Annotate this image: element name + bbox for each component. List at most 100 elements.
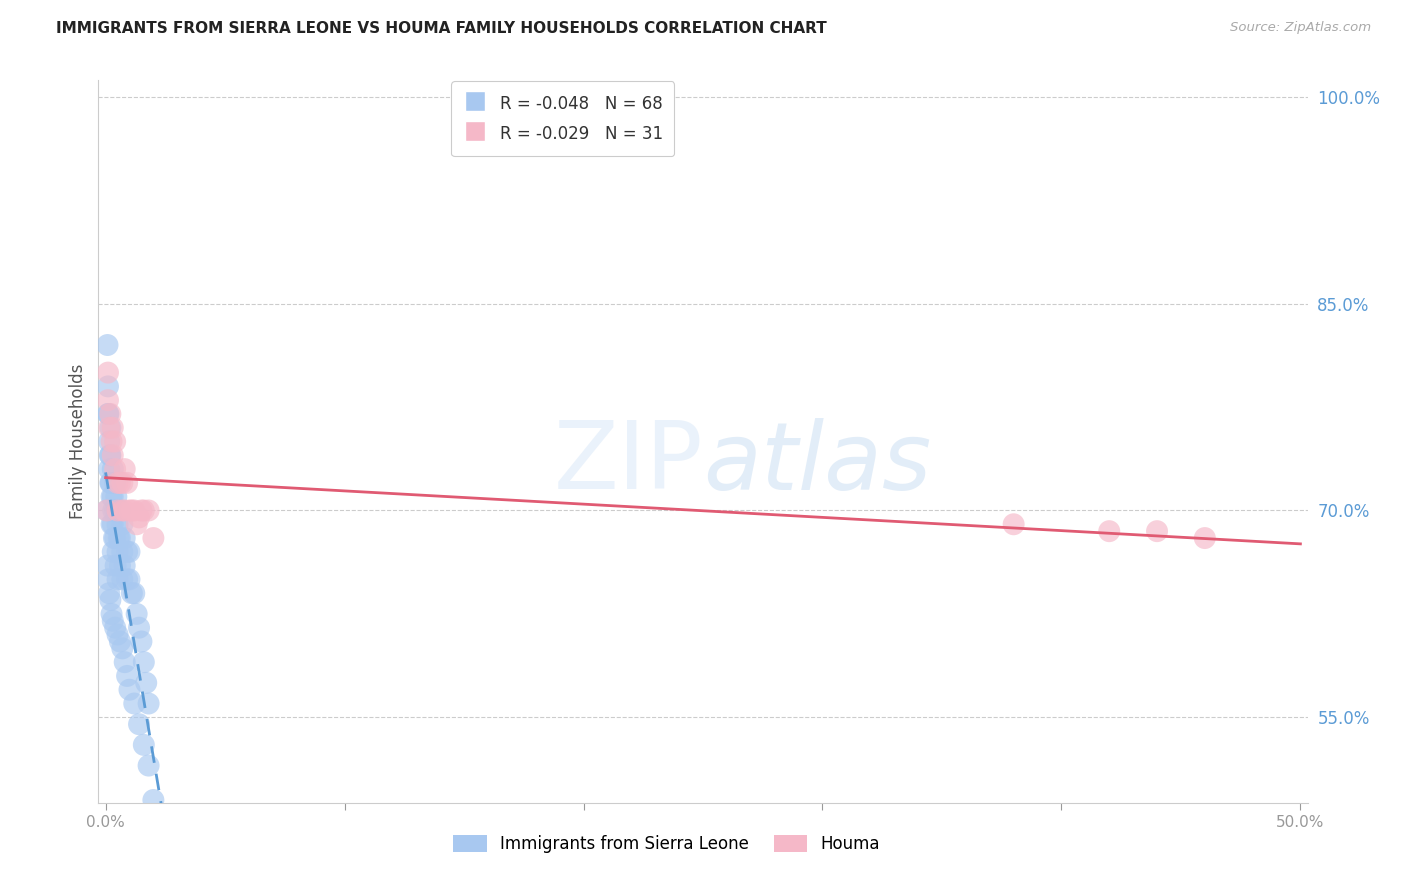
Point — [104, 503, 127, 517]
Point — [103, 503, 125, 517]
Point — [118, 545, 141, 559]
Point — [97, 366, 120, 380]
Point — [108, 558, 131, 573]
Point — [115, 573, 138, 587]
Point — [98, 421, 121, 435]
Point — [107, 545, 129, 559]
Legend: Immigrants from Sierra Leone, Houma: Immigrants from Sierra Leone, Houma — [447, 828, 887, 860]
Point — [108, 531, 131, 545]
Point — [100, 607, 122, 621]
Point — [111, 475, 134, 490]
Point — [125, 517, 148, 532]
Point — [114, 462, 136, 476]
Point — [101, 517, 124, 532]
Point — [128, 621, 150, 635]
Point — [1146, 524, 1168, 538]
Point — [107, 531, 129, 545]
Point — [111, 573, 134, 587]
Point — [101, 545, 124, 559]
Point — [101, 614, 124, 628]
Point — [111, 517, 134, 532]
Point — [101, 462, 124, 476]
Point — [138, 503, 160, 517]
Point — [138, 697, 160, 711]
Point — [118, 503, 141, 517]
Point — [115, 475, 138, 490]
Point — [111, 545, 134, 559]
Point — [98, 586, 121, 600]
Point — [98, 407, 121, 421]
Point — [100, 475, 122, 490]
Point — [122, 586, 145, 600]
Point — [98, 475, 121, 490]
Point — [121, 586, 143, 600]
Point — [142, 531, 165, 545]
Y-axis label: Family Households: Family Households — [69, 364, 87, 519]
Point — [107, 627, 129, 641]
Point — [122, 697, 145, 711]
Point — [108, 634, 131, 648]
Point — [122, 503, 145, 517]
Point — [107, 475, 129, 490]
Text: IMMIGRANTS FROM SIERRA LEONE VS HOUMA FAMILY HOUSEHOLDS CORRELATION CHART: IMMIGRANTS FROM SIERRA LEONE VS HOUMA FA… — [56, 21, 827, 36]
Point — [97, 407, 120, 421]
Point — [114, 531, 136, 545]
Point — [128, 717, 150, 731]
Point — [100, 434, 122, 449]
Point — [107, 503, 129, 517]
Point — [105, 490, 128, 504]
Point — [100, 490, 122, 504]
Point — [97, 379, 120, 393]
Point — [96, 558, 118, 573]
Point — [97, 393, 120, 408]
Point — [101, 421, 124, 435]
Point — [100, 517, 122, 532]
Point — [114, 503, 136, 517]
Point — [114, 558, 136, 573]
Point — [96, 338, 118, 352]
Point — [107, 503, 129, 517]
Point — [96, 503, 118, 517]
Point — [98, 434, 121, 449]
Point — [115, 545, 138, 559]
Point — [128, 510, 150, 524]
Text: Source: ZipAtlas.com: Source: ZipAtlas.com — [1230, 21, 1371, 34]
Point — [97, 407, 120, 421]
Point — [111, 503, 134, 517]
Text: ZIP: ZIP — [554, 417, 703, 509]
Point — [108, 475, 131, 490]
Point — [107, 517, 129, 532]
Point — [118, 573, 141, 587]
Point — [142, 793, 165, 807]
Point — [101, 490, 124, 504]
Point — [101, 448, 124, 462]
Point — [121, 503, 143, 517]
Point — [98, 448, 121, 462]
Point — [97, 573, 120, 587]
Point — [111, 641, 134, 656]
Point — [131, 503, 153, 517]
Point — [104, 531, 127, 545]
Point — [118, 682, 141, 697]
Point — [104, 434, 127, 449]
Point — [115, 669, 138, 683]
Point — [104, 475, 127, 490]
Point — [103, 531, 125, 545]
Point — [107, 573, 129, 587]
Point — [104, 462, 127, 476]
Point — [132, 738, 155, 752]
Point — [98, 421, 121, 435]
Point — [98, 593, 121, 607]
Point — [1194, 531, 1216, 545]
Point — [98, 462, 121, 476]
Point — [132, 655, 155, 669]
Point — [98, 448, 121, 462]
Point — [1098, 524, 1121, 538]
Point — [138, 758, 160, 772]
Point — [96, 503, 118, 517]
Point — [135, 676, 157, 690]
Point — [132, 503, 155, 517]
Point — [104, 621, 127, 635]
Point — [108, 503, 131, 517]
Point — [104, 558, 127, 573]
